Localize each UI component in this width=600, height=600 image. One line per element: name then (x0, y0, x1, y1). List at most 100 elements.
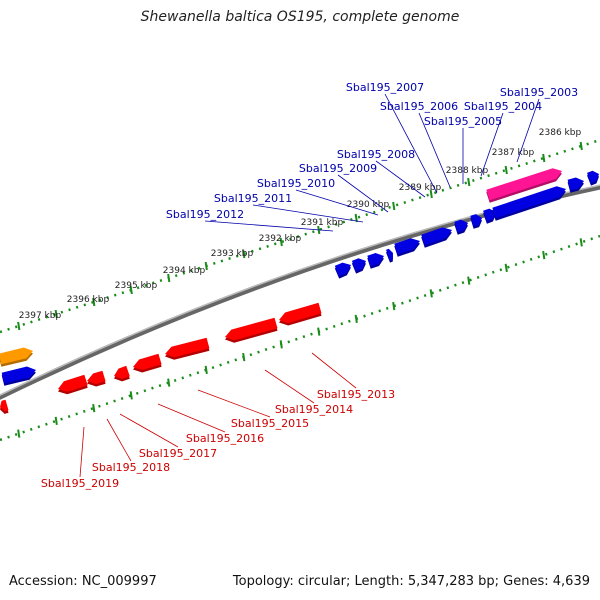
tick-label: 2395 kbp (115, 281, 158, 291)
reverse-gene-leader (197, 389, 271, 418)
lower-major-tick (429, 289, 433, 298)
tick-label: 2391 kbp (301, 218, 344, 228)
upper-major-tick (17, 321, 21, 331)
feature-layer (0, 168, 599, 414)
upper-major-tick (392, 201, 396, 211)
upper-major-tick (279, 237, 283, 247)
lower-major-tick (504, 263, 508, 273)
tick-label: 2392 kbp (259, 234, 302, 244)
forward-gene-label: Sbal195_2010 (257, 177, 335, 190)
reverse-gene-arrow (87, 370, 106, 387)
lower-major-tick (392, 301, 396, 311)
reverse-gene-label: Sbal195_2018 (92, 461, 170, 474)
reverse-gene-arrow (165, 337, 210, 360)
upper-major-tick (92, 297, 96, 307)
forward-gene-arrow (367, 253, 384, 269)
other-gene-arrow (0, 347, 33, 367)
forward-gene-arrow (386, 248, 393, 263)
forward-gene-arrow (567, 177, 584, 193)
forward-gene-arrow (351, 258, 366, 274)
lower-major-tick (129, 391, 133, 400)
forward-gene-arrow (334, 262, 351, 279)
forward-gene-arrow (394, 238, 420, 257)
upper-major-tick (467, 177, 471, 187)
forward-gene-label: Sbal195_2005 (424, 115, 502, 128)
tick-label: 2386 kbp (539, 128, 582, 138)
lower-major-tick (542, 250, 546, 260)
forward-gene-arrow (470, 214, 482, 229)
reverse-gene-arrow (225, 317, 278, 343)
upper-major-tick (542, 153, 546, 163)
lower-major-tick (354, 314, 358, 324)
upper-tick-track (0, 138, 600, 334)
reverse-gene-leader (119, 413, 179, 448)
upper-major-tick (504, 165, 508, 175)
forward-gene-label: Sbal195_2004 (464, 100, 542, 113)
upper-major-tick (429, 189, 433, 199)
reverse-gene-label: Sbal195_2019 (41, 477, 119, 490)
forward-gene-label: Sbal195_2011 (214, 192, 292, 205)
upper-major-tick (242, 249, 246, 259)
reverse-gene-label: Sbal195_2017 (139, 447, 217, 460)
tick-label: 2389 kbp (399, 183, 442, 193)
accession-text: Accession: NC_009997 (9, 574, 157, 589)
reverse-gene-arrow (0, 399, 9, 414)
lower-major-tick (279, 340, 283, 349)
lower-major-tick (167, 378, 171, 387)
upper-major-tick (129, 285, 133, 295)
forward-gene-label: Sbal195_2008 (337, 148, 415, 161)
reverse-gene-leader (79, 426, 85, 478)
forward-gene-leader (252, 204, 364, 223)
forward-gene-leader (375, 160, 426, 198)
forward-gene-label: Sbal195_2006 (380, 100, 458, 113)
forward-gene-label: Sbal195_2007 (346, 81, 424, 94)
upper-major-tick (579, 141, 583, 151)
upper-major-tick (54, 309, 58, 319)
forward-gene-arrow (587, 170, 599, 186)
forward-gene-leader (384, 93, 438, 194)
forward-gene-arrow (492, 186, 566, 221)
forward-gene-arrow (1, 366, 36, 386)
reverse-gene-leader (264, 369, 315, 404)
upper-major-tick (204, 261, 208, 271)
forward-gene-leader (337, 174, 389, 213)
tick-label: 2396 kbp (67, 295, 110, 305)
tick-label: 2390 kbp (347, 200, 390, 210)
lower-major-tick (242, 352, 246, 362)
forward-gene-leader (204, 220, 334, 232)
reverse-gene-label: Sbal195_2014 (275, 403, 353, 416)
tick-label: 2393 kbp (211, 249, 254, 259)
lower-tick-track (0, 234, 600, 442)
lower-major-tick (54, 416, 58, 426)
forward-gene-leader (295, 189, 379, 216)
lower-major-tick (17, 429, 21, 438)
reverse-gene-arrow (133, 353, 162, 373)
map-title: Shewanella baltica OS195, complete genom… (140, 9, 460, 25)
reverse-gene-leader (106, 418, 132, 462)
forward-gene-arrow (421, 227, 452, 248)
lower-major-tick (579, 238, 583, 247)
upper-major-tick (167, 273, 171, 283)
forward-gene-leader (480, 112, 504, 177)
tick-label: 2387 kbp (492, 148, 535, 158)
tick-label: 2388 kbp (446, 166, 489, 176)
forward-gene-label: Sbal195_2003 (500, 86, 578, 99)
forward-gene-leader (516, 98, 540, 163)
reverse-gene-label: Sbal195_2015 (231, 417, 309, 430)
lower-major-tick (467, 276, 471, 285)
highlighted-gene-arrow (486, 168, 562, 203)
lower-major-tick (317, 327, 321, 336)
reverse-gene-leader (311, 352, 357, 389)
lower-major-tick (92, 403, 96, 413)
forward-gene-label: Sbal195_2012 (166, 208, 244, 221)
lower-major-tick (204, 365, 208, 375)
reverse-gene-label: Sbal195_2016 (186, 432, 264, 445)
forward-gene-arrow (454, 219, 468, 235)
reverse-gene-label: Sbal195_2013 (317, 388, 395, 401)
forward-gene-leader (418, 112, 451, 188)
tick-label: 2397 kbp (19, 311, 62, 321)
tick-label: 2394 kbp (163, 266, 206, 276)
reverse-gene-arrow (114, 365, 130, 382)
